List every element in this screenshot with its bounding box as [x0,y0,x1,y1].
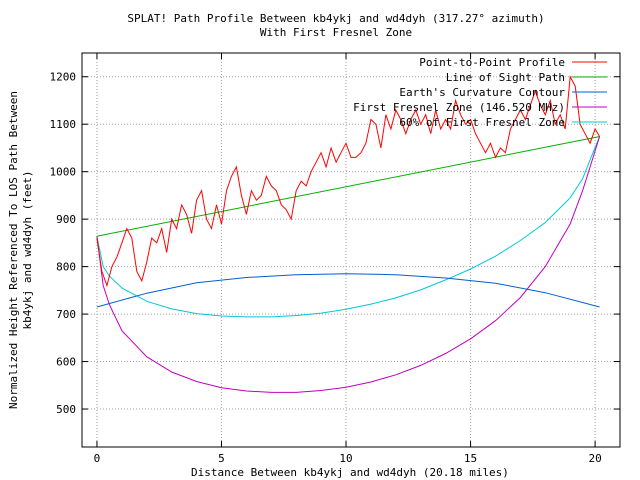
x-tick-label: 5 [218,452,225,465]
y-tick-label: 1000 [50,166,77,179]
y-tick-label: 1200 [50,71,77,84]
legend-label: First Fresnel Zone (146.520 MHz) [353,101,565,114]
axes: 0 5 10 15 20 500 600 700 800 900 1000 1100 1200 [50,53,620,465]
legend-label: 60% of First Fresnel Zone [399,116,565,129]
y-tick-label: 1100 [50,118,77,131]
series-line-60-of-first-fresnel-zone [96,136,601,318]
legend-label: Earth's Curvature Contour [399,86,565,99]
legend: Point-to-Point Profile Line of Sight Path… [353,56,607,129]
y-tick-label: 500 [56,403,76,416]
y-axis-label-line2: kb4ykj and wd4dyh (feet) [21,171,34,330]
legend-label: Point-to-Point Profile [419,56,565,69]
y-tick-label: 700 [56,308,76,321]
series-line-earth-s-curvature-contour [96,273,600,308]
y-tick-label: 800 [56,261,76,274]
series-line-line-of-sight-path [96,136,600,237]
chart-subtitle: With First Fresnel Zone [260,26,412,39]
chart-title: SPLAT! Path Profile Between kb4ykj and w… [127,12,544,25]
series-line-point-to-point-profile [96,74,601,288]
plot-area [96,74,601,393]
x-tick-label: 0 [94,452,101,465]
series-line-first-fresnel-zone-146-520-mhz [96,136,601,393]
legend-label: Line of Sight Path [446,71,565,84]
x-axis-label: Distance Between kb4ykj and wd4dyh (20.1… [191,466,509,479]
x-tick-label: 10 [339,452,352,465]
y-axis-label-line1: Normalized Height Referenced To LOS Path… [7,91,20,409]
y-tick-label: 900 [56,213,76,226]
y-tick-label: 600 [56,356,76,369]
plot-frame [81,52,621,448]
x-tick-label: 20 [588,452,601,465]
x-tick-label: 15 [464,452,477,465]
